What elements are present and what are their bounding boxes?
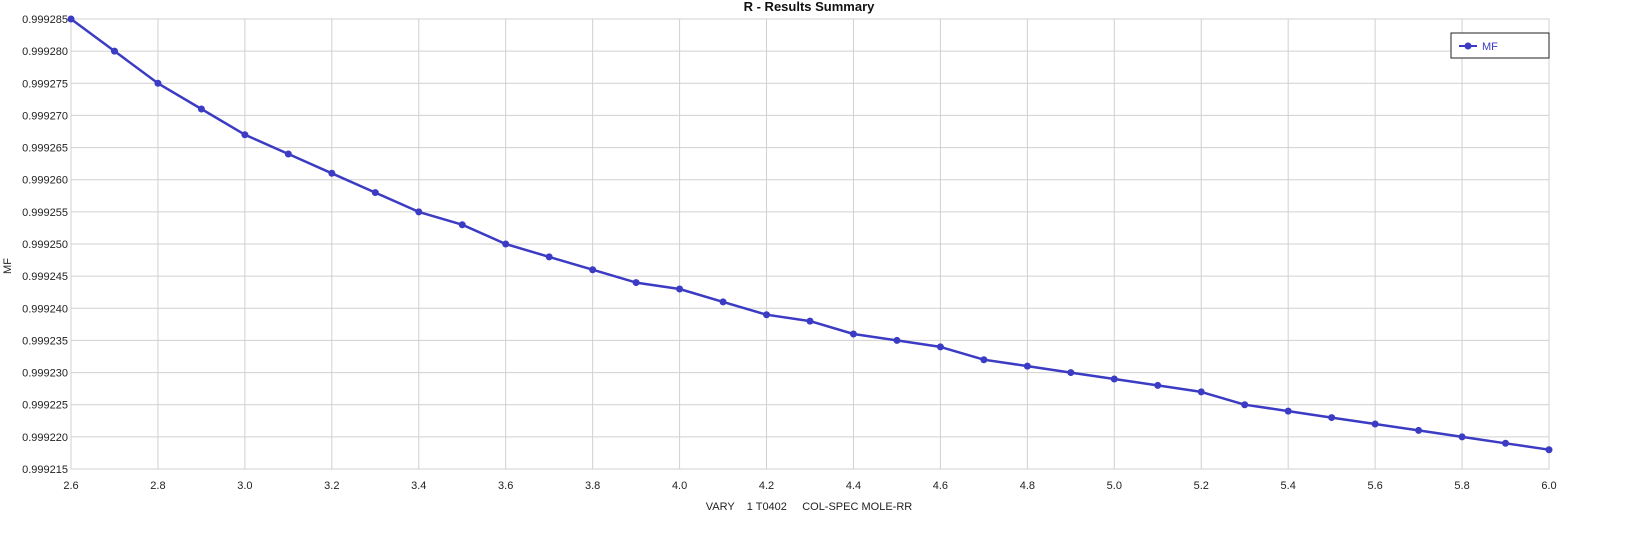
data-point [415,208,423,216]
data-point [545,253,553,261]
data-point [284,150,292,158]
x-tick-label: 5.0 [1107,480,1122,492]
data-point [1023,362,1031,370]
chart-title: R - Results Summary [744,0,876,14]
data-point [371,189,379,197]
data-point [763,311,771,319]
y-tick-label: 0.999250 [22,239,68,251]
legend: MF [1450,32,1550,59]
x-tick-label: 5.6 [1367,480,1382,492]
data-point [1415,426,1423,434]
data-point [849,330,857,338]
y-tick-label: 0.999275 [22,78,68,90]
legend-label: MF [1482,41,1498,53]
y-tick-label: 0.999255 [22,207,68,219]
y-tick-label: 0.999260 [22,175,68,187]
tick-labels: 2.6 2.8 3.0 3.2 3.4 3.6 3.8 4.0 4.2 4.4 4.6 4.8 5.0 5… [22,14,1557,492]
data-point [980,356,988,364]
data-point [719,298,727,306]
data-point [197,105,205,113]
x-tick-label: 3.6 [498,480,513,492]
y-tick-label: 0.999220 [22,432,68,444]
data-point [893,336,901,344]
y-axis-label: MF [2,258,14,274]
x-tick-label: 3.8 [585,480,600,492]
x-tick-label: 5.8 [1454,480,1469,492]
data-point [1284,407,1292,415]
x-tick-label: 4.8 [1020,480,1035,492]
legend-box [1450,32,1550,59]
data-point [1197,388,1205,396]
x-tick-label: 2.6 [63,480,78,492]
data-point [1067,369,1075,377]
data-point [328,169,336,177]
x-tick-label: 4.2 [759,480,774,492]
data-point [589,266,597,274]
series-layer [67,15,1553,454]
data-point [632,279,640,287]
x-tick-label: 2.8 [150,480,165,492]
y-tick-label: 0.999225 [22,400,68,412]
data-point [1371,420,1379,428]
x-tick-label: 4.0 [672,480,687,492]
x-tick-label: 6.0 [1541,480,1556,492]
data-point [1545,446,1553,454]
y-tick-label: 0.999240 [22,303,68,315]
x-tick-label: 4.6 [933,480,948,492]
data-point [1458,433,1466,441]
x-tick-label: 5.2 [1194,480,1209,492]
legend-dot-marker [1464,42,1472,50]
data-point [1241,401,1249,409]
data-point [502,240,510,248]
x-tick-label: 3.2 [324,480,339,492]
y-tick-label: 0.999215 [22,464,68,476]
y-tick-label: 0.999245 [22,271,68,283]
x-tick-label: 3.4 [411,480,426,492]
y-tick-label: 0.999235 [22,335,68,347]
data-point [458,221,466,229]
data-point [676,285,684,293]
x-axis-label: VARY 1 T0402 COL-SPEC MOLE-RR [706,501,912,513]
data-point [1154,381,1162,389]
data-point [1110,375,1118,383]
y-tick-label: 0.999265 [22,143,68,155]
y-tick-label: 0.999230 [22,368,68,380]
x-tick-label: 5.4 [1281,480,1296,492]
data-point [1502,439,1510,447]
data-point [936,343,944,351]
data-point [110,47,118,55]
y-tick-label: 0.999280 [22,46,68,58]
data-point [806,317,814,325]
data-point [154,79,162,87]
x-tick-label: 4.4 [846,480,861,492]
data-point [67,15,75,23]
data-point [1328,414,1336,422]
y-tick-label: 0.999285 [22,14,68,26]
grid-layer [70,18,1550,470]
data-point [241,131,249,139]
x-tick-label: 3.0 [237,480,252,492]
y-tick-label: 0.999270 [22,110,68,122]
